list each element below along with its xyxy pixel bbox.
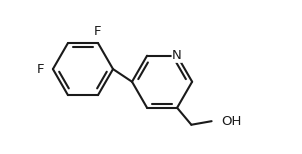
Text: F: F (37, 63, 44, 76)
Text: OH: OH (222, 115, 242, 128)
Text: F: F (94, 24, 102, 38)
Text: N: N (172, 49, 182, 62)
